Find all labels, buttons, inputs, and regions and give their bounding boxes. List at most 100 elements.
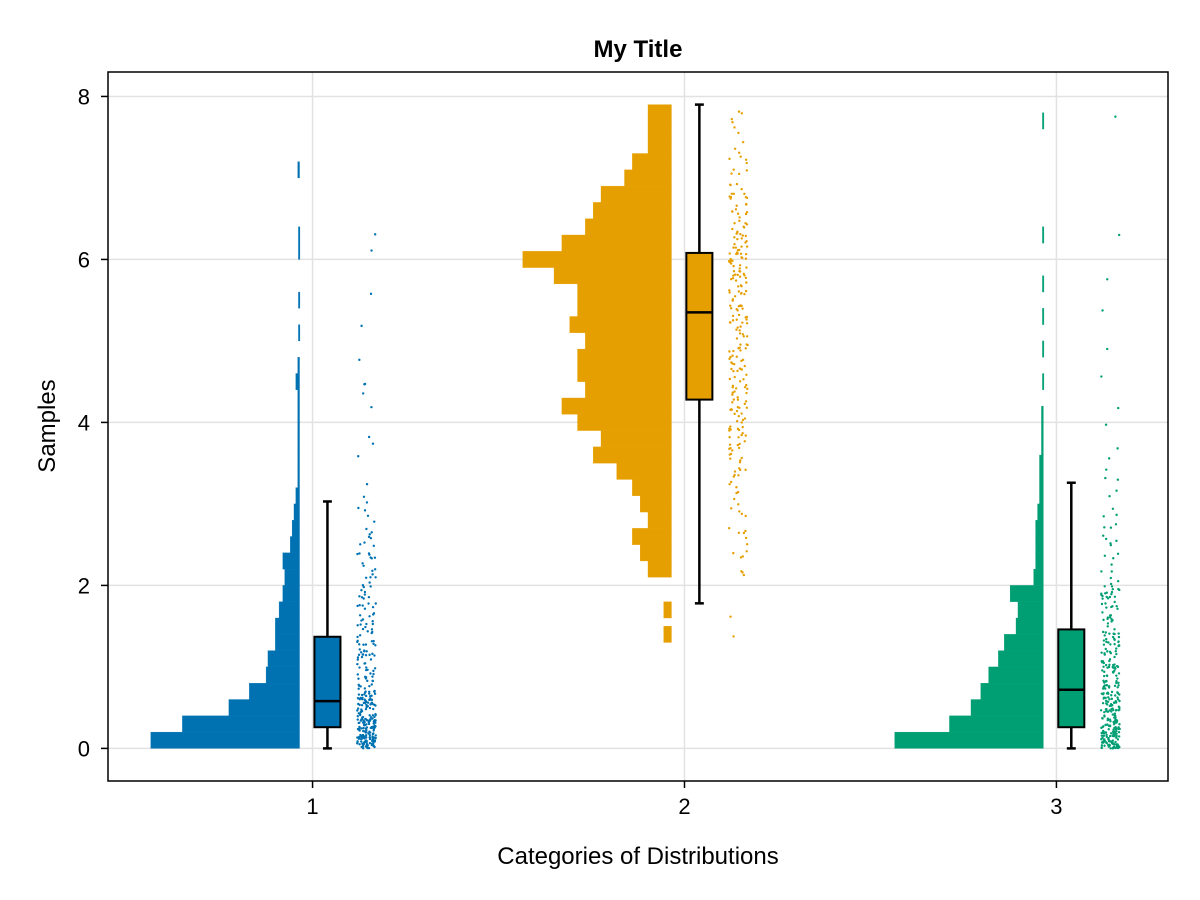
histogram-bar <box>1035 536 1044 553</box>
rain-point <box>1109 643 1112 646</box>
rain-point <box>730 192 733 195</box>
rain-point <box>732 246 735 249</box>
rain-point <box>368 718 372 721</box>
rain-point <box>744 536 748 540</box>
plot-area <box>150 103 1121 750</box>
rain-point <box>734 279 738 282</box>
rain-point <box>1108 658 1112 661</box>
rain-point <box>736 398 740 401</box>
rain-point <box>729 321 732 324</box>
histogram-bar <box>577 300 672 317</box>
rain-point <box>362 585 365 589</box>
rain-point <box>1105 637 1108 641</box>
rain-point <box>1100 375 1103 378</box>
rain-point <box>370 405 373 409</box>
rain-point <box>1115 539 1118 543</box>
rain-point <box>740 187 743 191</box>
rain-point <box>357 653 361 657</box>
rain-point <box>729 197 732 200</box>
rain-point <box>728 482 731 486</box>
rain-point <box>363 662 366 665</box>
rain-point <box>731 314 735 318</box>
histogram-bar <box>949 715 1044 733</box>
rain-point <box>729 307 733 310</box>
rain-point <box>1117 644 1120 648</box>
rain-point <box>356 552 359 556</box>
rain-point <box>744 196 748 199</box>
rain-point <box>733 236 736 239</box>
rain-point <box>737 131 740 135</box>
rain-point <box>739 556 743 559</box>
rain-point <box>369 585 372 588</box>
rain-point <box>368 690 371 693</box>
rain-point <box>373 654 376 657</box>
rain-point <box>731 298 735 301</box>
rain-point <box>1114 740 1117 744</box>
rain-point <box>744 468 747 472</box>
rain-point <box>370 698 374 702</box>
rain-point <box>366 668 369 672</box>
rain-point <box>356 697 360 700</box>
rain-point <box>1106 347 1109 351</box>
rain-point <box>1117 709 1120 712</box>
y-axis-label: Samples <box>34 379 61 472</box>
rain-point <box>358 648 361 651</box>
histogram-bar <box>640 544 672 562</box>
rain-point <box>741 140 745 144</box>
rain-point <box>361 653 365 656</box>
rain-point <box>745 281 748 284</box>
rain-point <box>742 272 745 276</box>
rain-point <box>744 434 747 437</box>
rain-point <box>734 273 737 276</box>
rain-point <box>739 252 743 255</box>
rain-point <box>745 543 749 546</box>
rain-point <box>1118 699 1121 703</box>
rain-point <box>362 495 366 498</box>
rain-point <box>359 651 363 654</box>
rain-point <box>728 436 731 439</box>
rain-point <box>1117 726 1120 729</box>
rain-point <box>1103 710 1106 714</box>
rain-point <box>740 304 743 308</box>
rain-point <box>1113 666 1117 669</box>
rain-point <box>371 569 374 573</box>
rain-point <box>356 718 359 721</box>
rain-point <box>732 168 735 171</box>
rain-point <box>358 666 361 669</box>
rain-point <box>738 269 741 273</box>
y-tick-label: 8 <box>78 84 90 109</box>
histogram-bar <box>298 242 301 260</box>
rain-point <box>369 292 373 296</box>
rain-point <box>1104 680 1108 683</box>
rain-point <box>371 442 375 445</box>
rain-point <box>361 627 365 631</box>
rain-point <box>364 699 367 702</box>
rain-point <box>365 501 369 504</box>
rain-point <box>1106 616 1110 619</box>
rain-point <box>1108 663 1111 666</box>
rain-point <box>731 319 735 322</box>
rain-point <box>745 245 749 248</box>
rain-point <box>740 256 743 259</box>
rain-point <box>1117 735 1121 738</box>
rain-point <box>1116 696 1119 699</box>
rain-point <box>357 707 360 710</box>
rain-point <box>1110 617 1113 621</box>
rain-point <box>360 703 364 707</box>
rain-point <box>366 679 369 683</box>
histogram-bar <box>282 585 300 602</box>
rain-point <box>361 584 365 587</box>
rain-point <box>372 707 375 711</box>
rain-point <box>745 391 748 395</box>
rain-point <box>1103 526 1106 529</box>
rain-point <box>733 470 737 473</box>
rain-point <box>1105 468 1108 471</box>
rain-point <box>358 643 361 646</box>
histogram-bar <box>640 495 672 513</box>
rain-point <box>1107 665 1111 669</box>
rain-point <box>729 428 732 431</box>
rain-point <box>1112 557 1115 560</box>
rain-point <box>1104 699 1108 703</box>
rain-point <box>360 619 363 622</box>
rain-point <box>364 690 367 693</box>
